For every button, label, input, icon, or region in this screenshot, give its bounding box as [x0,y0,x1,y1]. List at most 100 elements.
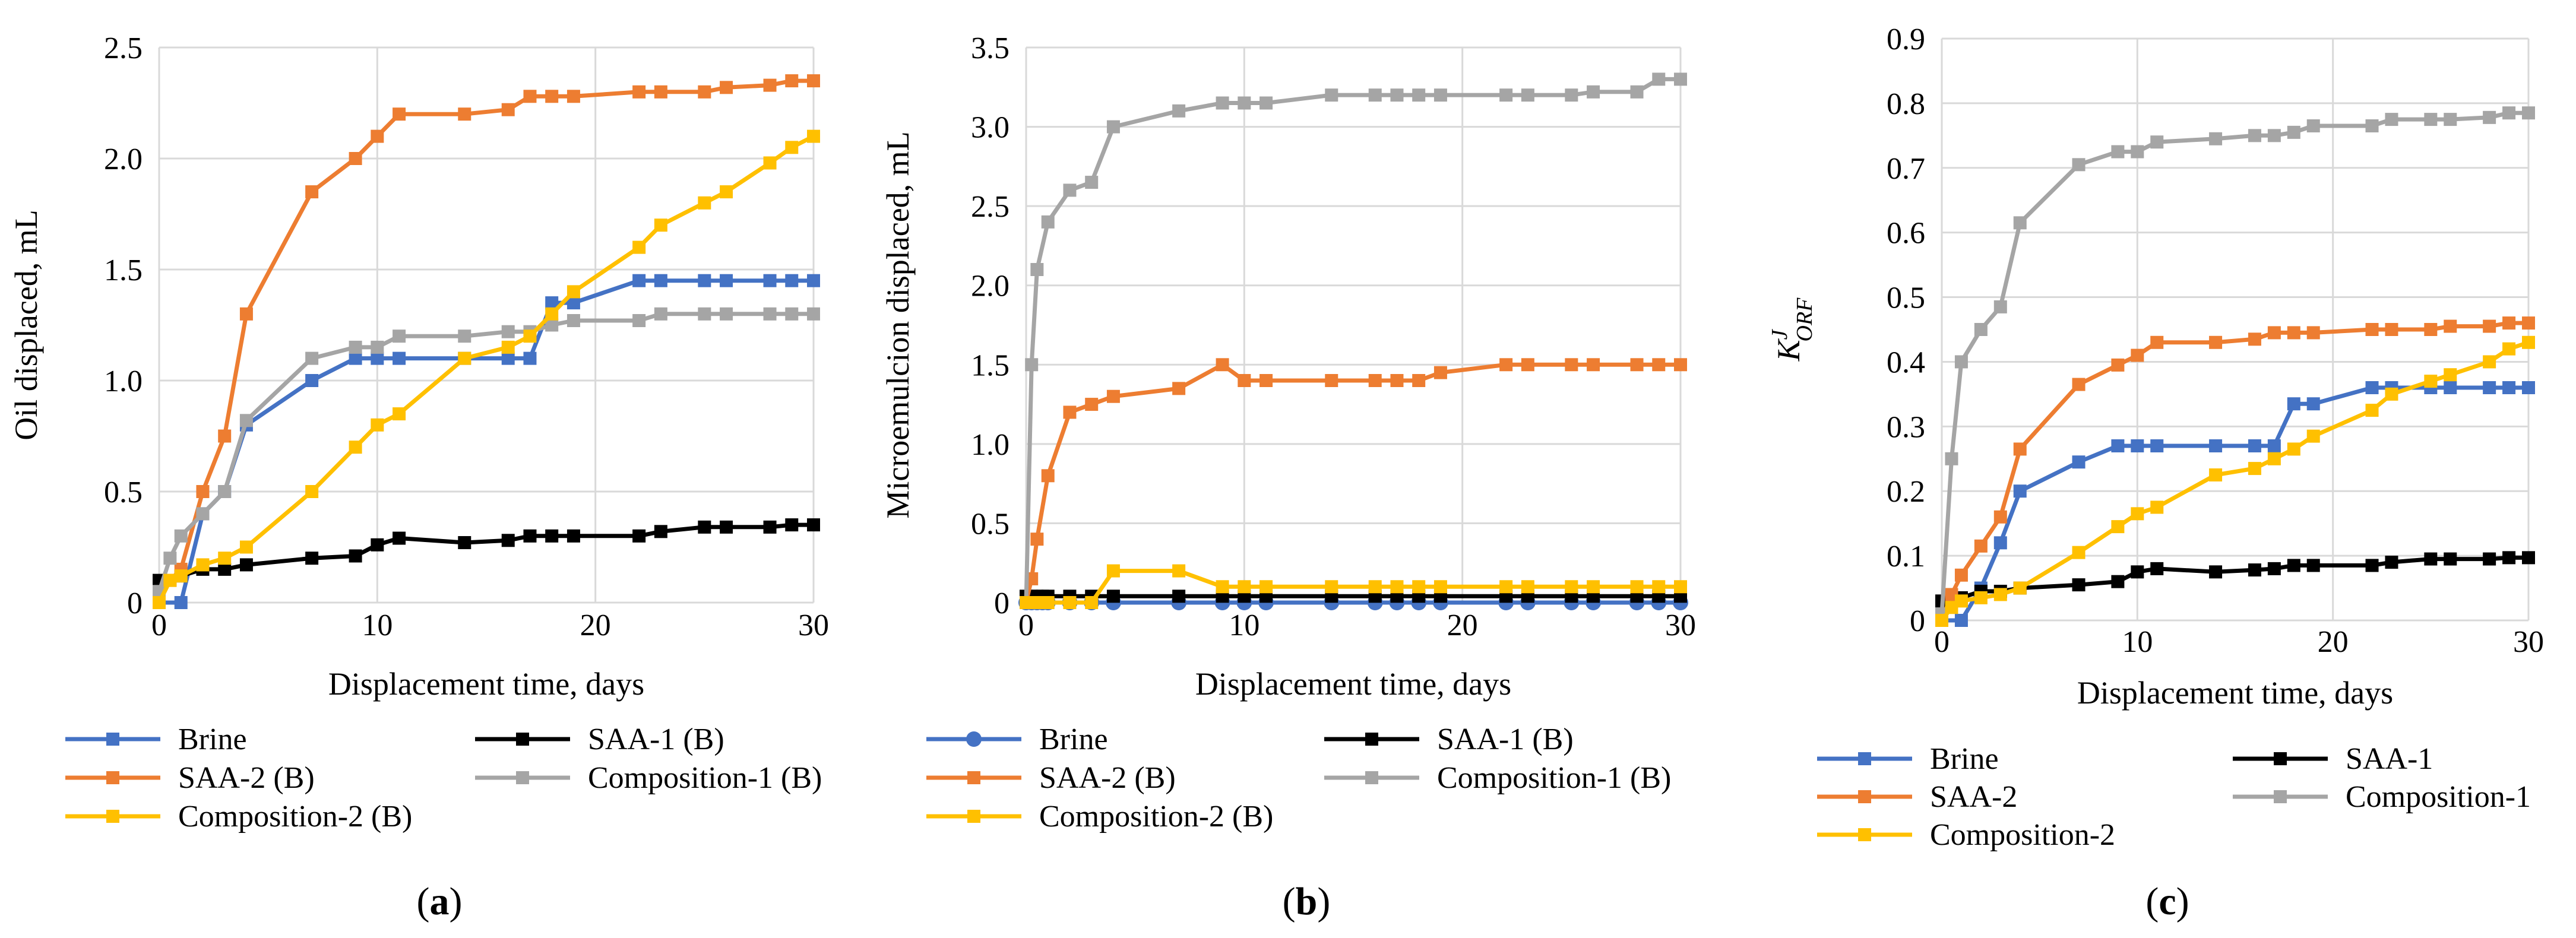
y-tick-label: 1.0 [971,428,1009,462]
data-point-saa-2-b [1216,358,1229,372]
x-tick-label: 0 [151,609,167,642]
data-point-composition-1-b [1025,358,1039,372]
data-point-composition-1 [2131,145,2144,159]
plot-area [1935,106,2535,627]
data-point-composition-2 [2267,452,2281,465]
data-point-composition-1-b [1259,96,1273,110]
y-tick-label: 0 [994,587,1009,620]
data-point-composition-2 [2013,581,2027,595]
panel-b: 0 10 20 30 0 0.5 1.0 1.5 2.0 2.5 3.0 3.5 Displacemen… [880,31,1696,834]
data-point-composition-2 [2424,375,2438,388]
data-point-composition-1-b [305,351,319,365]
data-point-saa-2-b [698,85,711,99]
data-point-composition-1-b [1652,72,1666,86]
data-point-saa-2 [2522,316,2535,330]
data-point-composition-1 [2444,113,2457,126]
data-point-composition-1-b [393,329,406,343]
data-point-saa-2-b [763,78,777,92]
data-point-brine [2131,439,2144,452]
legend-swatch-marker [106,733,119,746]
data-point-composition-2 [2287,442,2300,456]
data-point-composition-2-b [371,418,384,432]
legend-item-saa-1-b: SAA-1 (B) [475,722,724,756]
series-line-saa-1-b [159,522,814,583]
data-point-composition-2-b [1106,564,1120,578]
data-point-composition-1-b [218,485,232,498]
data-point-composition-2-b [501,340,515,354]
data-point-brine [2483,381,2496,394]
x-tick-label: 30 [1665,609,1696,642]
data-point-saa-2 [2306,326,2320,340]
data-point-composition-1-b [196,507,210,521]
data-point-saa-2-b [1412,374,1426,387]
data-point-saa-2-b [523,90,537,103]
data-point-saa-2-b [393,107,406,121]
data-point-brine [1954,614,1968,627]
y-axis-title: Oil displaced, mL [8,210,44,440]
data-point-composition-1-b [458,329,471,343]
data-point-composition-1-b [1368,88,1382,102]
data-point-composition-2-b [1238,580,1251,594]
data-point-saa-1 [2072,578,2086,592]
data-point-composition-1-b [1674,72,1687,86]
data-point-composition-2 [1935,614,1948,627]
data-point-saa-1 [2365,559,2379,572]
data-point-saa-2-b [1030,533,1044,546]
y-tick-label: 3.5 [971,31,1009,65]
data-point-brine [393,351,406,365]
legend-item-composition-1: Composition-1 [2233,780,2531,814]
data-point-saa-2-b [1041,469,1055,483]
data-point-composition-2-b [763,156,777,170]
y-tick-label: 2.0 [104,142,143,176]
data-point-composition-1 [2267,129,2281,142]
gridlines [1942,37,2530,620]
data-point-saa-2-b [1499,358,1513,372]
y-tick-label: 0.5 [104,476,143,509]
data-point-composition-1-b [1085,176,1099,189]
data-point-composition-2-b [239,540,253,554]
y-tick-label: 1.0 [104,365,143,398]
data-point-composition-1-b [720,307,733,321]
data-point-saa-1 [2385,556,2398,569]
data-point-composition-2-b [785,141,799,154]
x-axis-title: Displacement time, days [2077,675,2393,711]
y-tick-label: 0.9 [1887,23,1925,56]
plot-area [1018,72,1688,610]
data-point-saa-2 [2209,335,2223,349]
data-point-composition-2-b [1172,564,1186,578]
data-point-composition-2 [2522,335,2535,349]
legend-swatch-marker [106,810,119,823]
data-point-composition-1 [1974,323,1988,336]
data-point-composition-2 [1954,594,1968,608]
data-point-composition-1-b [174,529,188,543]
data-point-composition-2-b [153,596,166,609]
data-point-composition-2-b [1259,580,1273,594]
data-point-composition-2-b [567,285,580,299]
y-tick-label: 1.5 [104,253,143,287]
data-point-brine [2287,397,2300,411]
data-point-saa-1-b [698,520,711,534]
series-line-saa-2-b [1024,362,1681,603]
data-point-brine [2072,455,2086,469]
legend-item-saa-1: SAA-1 [2233,742,2433,776]
data-point-saa-2-b [567,90,580,103]
legend: Brine SAA-1 SAA-2 Composition-1 Composition-… [1817,742,2531,852]
legend-item-brine: Brine [926,722,1108,756]
data-point-composition-1 [2150,135,2164,149]
data-point-saa-2-b [1238,374,1251,387]
y-tick-label: 0.3 [1887,410,1925,444]
data-point-composition-1 [2483,110,2496,124]
data-point-composition-2-b [1063,596,1077,609]
data-point-composition-2-b [1433,580,1447,594]
data-point-composition-2-b [349,441,362,454]
data-point-composition-1 [2209,132,2223,145]
data-point-saa-1 [2248,563,2261,577]
data-point-saa-2-b [1630,358,1644,372]
data-point-composition-1-b [1106,120,1120,134]
data-point-composition-1 [1954,355,1968,369]
panel-label-c: (c) [2145,880,2189,923]
series-line-composition-1 [1939,110,2528,614]
data-point-saa-1-b [785,518,799,532]
data-point-saa-2-b [1325,374,1338,387]
data-point-composition-1-b [1325,88,1338,102]
